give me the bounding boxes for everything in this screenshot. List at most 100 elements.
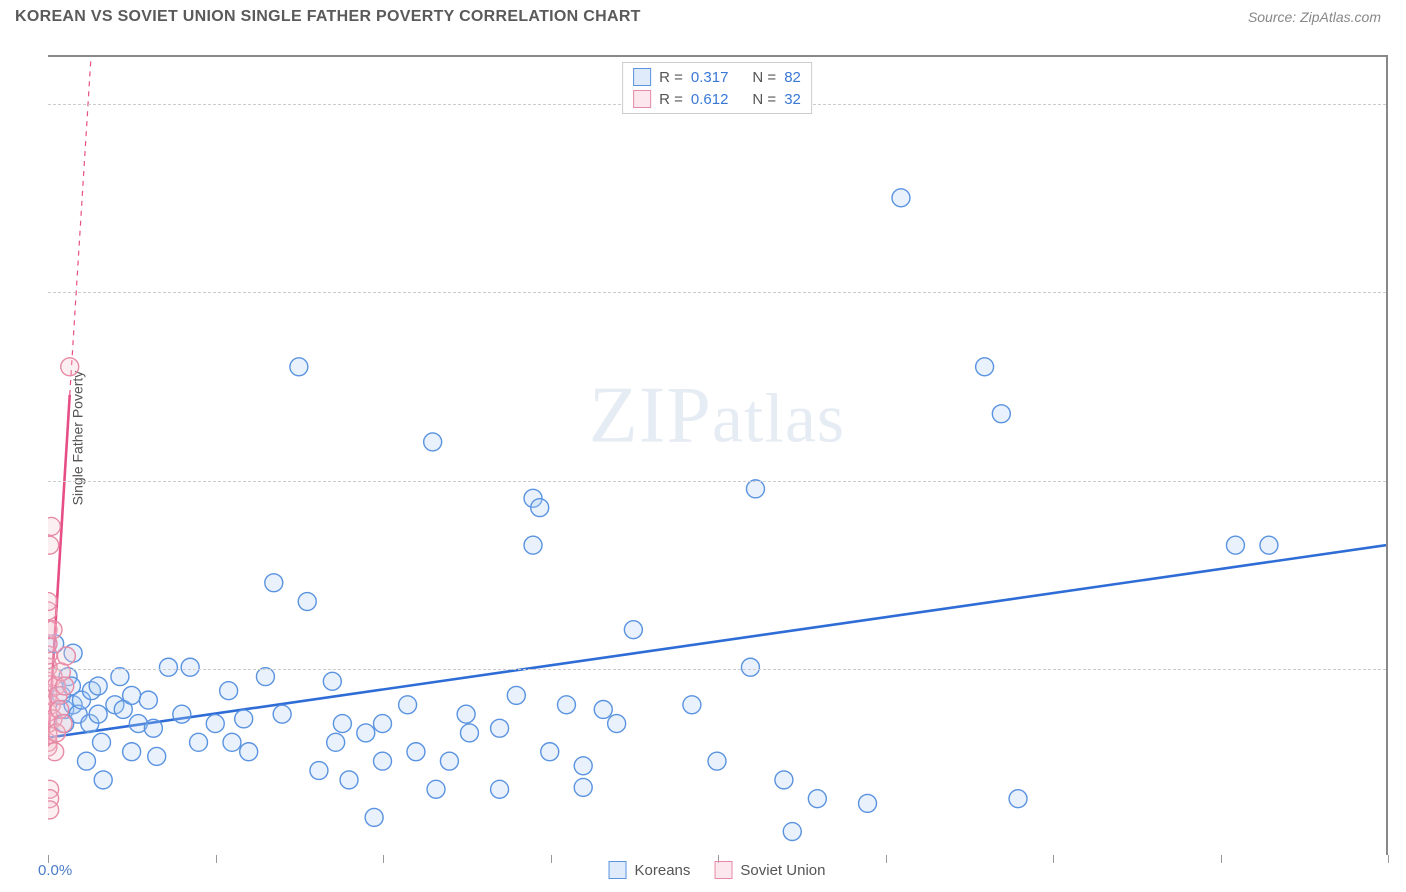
- y-tick-label: 20.0%: [1396, 660, 1406, 677]
- data-point: [240, 743, 258, 761]
- data-point: [708, 752, 726, 770]
- data-point: [144, 719, 162, 737]
- data-point: [56, 677, 74, 695]
- data-point: [93, 733, 111, 751]
- data-point: [159, 658, 177, 676]
- r-label: R =: [659, 91, 683, 108]
- data-point: [94, 771, 112, 789]
- data-point: [340, 771, 358, 789]
- data-point: [265, 574, 283, 592]
- legend-swatch: [633, 90, 651, 108]
- data-point: [206, 715, 224, 733]
- data-point: [892, 189, 910, 207]
- data-point: [541, 743, 559, 761]
- data-point: [574, 757, 592, 775]
- data-point: [574, 778, 592, 796]
- data-point: [424, 433, 442, 451]
- data-point: [775, 771, 793, 789]
- data-point: [374, 752, 392, 770]
- data-point: [333, 715, 351, 733]
- data-point: [531, 499, 549, 517]
- data-point: [976, 358, 994, 376]
- n-value: 82: [784, 69, 801, 86]
- data-point: [399, 696, 417, 714]
- data-point: [507, 686, 525, 704]
- data-point: [859, 794, 877, 812]
- x-tick: [1053, 855, 1054, 863]
- data-point: [54, 715, 72, 733]
- data-point: [557, 696, 575, 714]
- data-point: [310, 762, 328, 780]
- data-point: [457, 705, 475, 723]
- x-tick: [551, 855, 552, 863]
- n-label: N =: [752, 91, 776, 108]
- y-tick-label: 80.0%: [1396, 96, 1406, 113]
- data-point: [123, 743, 141, 761]
- y-tick-label: 40.0%: [1396, 472, 1406, 489]
- legend-swatch: [633, 68, 651, 86]
- data-point: [273, 705, 291, 723]
- data-point: [48, 621, 62, 639]
- x-tick: [1388, 855, 1389, 863]
- trendline: [48, 545, 1386, 737]
- x-tick: [886, 855, 887, 863]
- n-label: N =: [752, 69, 776, 86]
- data-point: [235, 710, 253, 728]
- data-point: [1009, 790, 1027, 808]
- data-point: [992, 405, 1010, 423]
- data-point: [746, 480, 764, 498]
- data-point: [223, 733, 241, 751]
- data-point: [491, 780, 509, 798]
- chart-title: KOREAN VS SOVIET UNION SINGLE FATHER POV…: [15, 8, 641, 26]
- data-point: [783, 823, 801, 841]
- data-point: [111, 668, 129, 686]
- data-point: [524, 536, 542, 554]
- data-point: [298, 593, 316, 611]
- r-label: R =: [659, 69, 683, 86]
- header: KOREAN VS SOVIET UNION SINGLE FATHER POV…: [0, 0, 1406, 34]
- legend-series: Koreans Soviet Union: [609, 861, 826, 879]
- data-point: [1260, 536, 1278, 554]
- chart-area: ZIPatlas 20.0%40.0%60.0%80.0% 0.0% 80.0%…: [48, 55, 1388, 855]
- legend-series-item: Koreans: [609, 861, 691, 879]
- x-max-label: 80.0%: [1396, 862, 1406, 879]
- data-point: [608, 715, 626, 733]
- data-point: [89, 677, 107, 695]
- data-point: [139, 691, 157, 709]
- data-point: [148, 747, 166, 765]
- data-point: [48, 517, 60, 535]
- data-point: [48, 536, 59, 554]
- data-point: [323, 672, 341, 690]
- x-tick: [383, 855, 384, 863]
- x-tick: [1221, 855, 1222, 863]
- x-tick: [216, 855, 217, 863]
- data-point: [173, 705, 191, 723]
- gridline: [48, 292, 1386, 293]
- data-point: [61, 358, 79, 376]
- data-point: [123, 686, 141, 704]
- data-point: [190, 733, 208, 751]
- source-link[interactable]: ZipAtlas.com: [1300, 9, 1381, 25]
- scatter-plot: [48, 57, 1386, 855]
- legend-swatch: [714, 861, 732, 879]
- data-point: [440, 752, 458, 770]
- legend-stat-row: R = 0.612 N = 32: [629, 88, 805, 110]
- data-point: [57, 647, 75, 665]
- r-value: 0.612: [691, 91, 729, 108]
- legend-series-label: Soviet Union: [740, 862, 825, 879]
- data-point: [741, 658, 759, 676]
- data-point: [427, 780, 445, 798]
- data-point: [327, 733, 345, 751]
- data-point: [181, 658, 199, 676]
- r-value: 0.317: [691, 69, 729, 86]
- data-point: [374, 715, 392, 733]
- data-point: [256, 668, 274, 686]
- data-point: [491, 719, 509, 737]
- data-point: [624, 621, 642, 639]
- data-point: [808, 790, 826, 808]
- legend-stats: R = 0.317 N = 82 R = 0.612 N = 32: [622, 62, 812, 114]
- y-tick-label: 60.0%: [1396, 284, 1406, 301]
- legend-series-label: Koreans: [635, 862, 691, 879]
- data-point: [220, 682, 238, 700]
- trendline-extension: [70, 57, 120, 395]
